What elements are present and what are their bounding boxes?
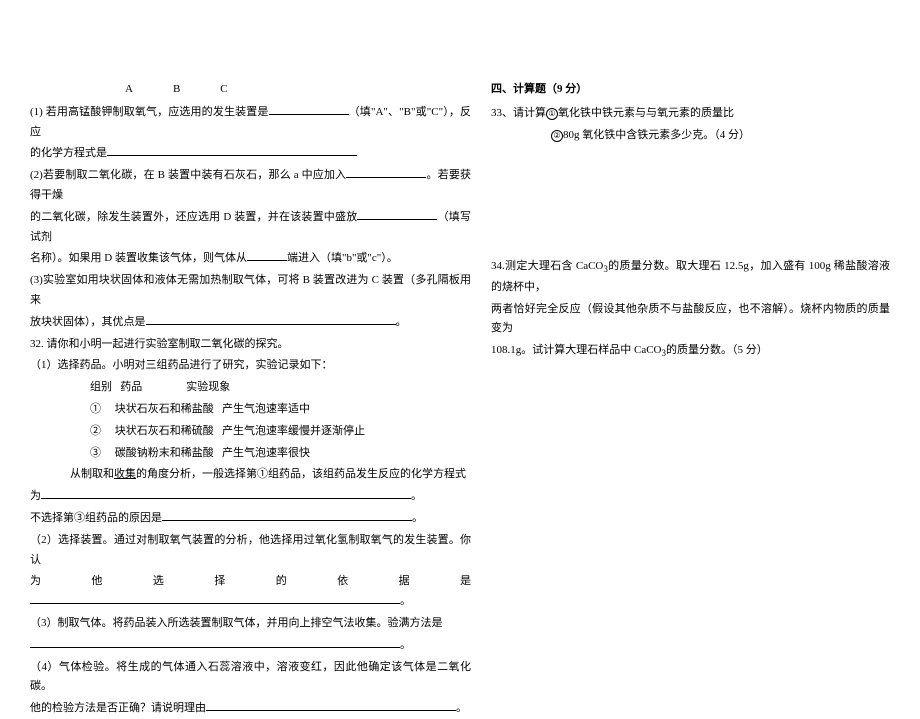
question-34-line3: 108.1g。试计算大理石样品中 CaCO3的质量分数。（5 分）: [491, 341, 890, 361]
q2-text: (2)若要制取二氧化碳，在 B 装置中装有石灰石，那么 a 中应加入: [30, 169, 346, 181]
question-3-cont: 放块状固体），其优点是 。: [30, 313, 471, 333]
q3-cont: 放块状固体），其优点是: [30, 316, 146, 328]
q2-cont2: 名称）。如果用 D 装置收集该气体，则气体从: [30, 252, 247, 264]
question-2-cont2: 名称）。如果用 D 装置收集该气体，则气体从 端进入（填"b"或"c"）。: [30, 249, 471, 269]
question-34-line2: 两者恰好完全反应（假设其他杂质不与盐酸反应，也不溶解）。烧杯内物质的质量变为: [491, 300, 890, 340]
q3-text: (3)实验室如用块状固体和液体无需加热制取气体，可将 B 装置改进为 C 装置（…: [30, 274, 471, 306]
q32-1b: 从制取和收集的角度分析，一般选择第①组药品，该组药品发生反应的化学方程式: [30, 465, 471, 485]
blank: [269, 103, 349, 115]
q2-cont: 的二氧化碳，除发生装置外，还应选用 D 装置，并在该装置中盛放: [30, 211, 357, 223]
blank: [206, 699, 456, 711]
period: 。: [456, 702, 467, 714]
q32-1b3-t: 为: [30, 490, 41, 502]
q32-1c: 不选择第③组药品的原因是 。: [30, 509, 471, 529]
q32-4: （4）气体检验。将生成的气体通入石蕊溶液中，溶液变红，因此他确定该气体是二氧化碳…: [30, 658, 471, 698]
r1c: 产生气泡速率适中: [222, 403, 310, 415]
q34-a: 34.测定大理石含 CaCO: [491, 260, 603, 272]
question-2: (2)若要制取二氧化碳，在 B 装置中装有石灰石，那么 a 中应加入。若要获得干…: [30, 166, 471, 206]
blank: [41, 487, 411, 499]
question-32: 32. 请你和小明一起进行实验室制取二氧化碳的探究。: [30, 335, 471, 355]
question-1-cont: 的化学方程式是: [30, 144, 471, 164]
table-row-3: ③ 碳酸钠粉末和稀盐酸 产生气泡速率很快: [30, 444, 471, 464]
q32-2: （2）选择装置。通过对制取氧气装置的分析，他选择用过氧化氢制取氧气的发生装置。你…: [30, 531, 471, 571]
q32-3: （3）制取气体。将药品装入所选装置制取气体，并用向上排空气法收集。验满方法是: [30, 614, 471, 634]
blank: [30, 592, 400, 604]
spacer: [491, 147, 890, 257]
q32-3-blank: 。: [30, 636, 471, 656]
period: 。: [400, 595, 411, 607]
question-33: 33、请计算①氧化铁中铁元素与与氧元素的质量比: [491, 104, 890, 124]
r3b: 碳酸钠粉末和稀盐酸: [115, 447, 214, 459]
period: 。: [396, 316, 407, 328]
question-3: (3)实验室如用块状固体和液体无需加热制取气体，可将 B 装置改进为 C 装置（…: [30, 271, 471, 311]
question-33-2: ②80g 氧化铁中含铁元素多少克。（4 分）: [491, 126, 890, 146]
th1: 组别: [90, 381, 112, 393]
q32-4b: 他的检验方法是否正确？请说明理由 。: [30, 699, 471, 719]
blank: [146, 313, 396, 325]
r2c: 产生气泡速率缓慢并逐渐停止: [222, 425, 365, 437]
blank: [247, 249, 287, 261]
r3a: ③: [90, 447, 101, 459]
question-32-1: （1）选择药品。小明对三组药品进行了研究，实验记录如下：: [30, 356, 471, 376]
th2: 药品: [120, 381, 142, 393]
r1b: 块状石灰石和稀盐酸: [115, 403, 214, 415]
q32-2b: 为他选择的依据是。: [30, 572, 471, 612]
r2b: 块状石灰石和稀硫酸: [115, 425, 214, 437]
q32-1b-b: 的角度分析，一般选择第①组药品，该组药品发生反应的化学方程式: [136, 468, 466, 480]
q34-d: 108.1g。试计算大理石样品中 CaCO: [491, 344, 662, 356]
q34-e: 的质量分数。（5 分）: [666, 344, 768, 356]
left-column: ABC (1) 若用高锰酸钾制取氧气，应选用的发生装置是（填"A"、"B"或"C…: [20, 80, 481, 539]
r2a: ②: [90, 425, 101, 437]
q33-a: 33、请计算: [491, 107, 546, 119]
q32-1b3: 为。: [30, 487, 471, 507]
right-column: 四、计算题（9 分） 33、请计算①氧化铁中铁元素与与氧元素的质量比 ②80g …: [481, 80, 900, 539]
question-1: (1) 若用高锰酸钾制取氧气，应选用的发生装置是（填"A"、"B"或"C"），反…: [30, 103, 471, 143]
q32-1c-t: 不选择第③组药品的原因是: [30, 512, 162, 524]
question-2-cont: 的二氧化碳，除发生装置外，还应选用 D 装置，并在该装置中盛放（填写试剂: [30, 208, 471, 248]
period: 。: [400, 639, 411, 651]
q1-text: (1) 若用高锰酸钾制取氧气，应选用的发生装置是: [30, 106, 269, 118]
q1-cont: 的化学方程式是: [30, 147, 107, 159]
q32-1b-u: 收集: [114, 468, 136, 480]
question-34-line1: 34.测定大理石含 CaCO3的质量分数。取大理石 12.5g，加入盛有 100…: [491, 257, 890, 297]
r3c: 产生气泡速率很快: [222, 447, 310, 459]
blank: [30, 636, 400, 648]
blank: [357, 208, 437, 220]
table-row-2: ② 块状石灰石和稀硫酸 产生气泡速率缓慢并逐渐停止: [30, 422, 471, 442]
blank: [162, 509, 412, 521]
table-row-1: ① 块状石灰石和稀盐酸 产生气泡速率适中: [30, 400, 471, 420]
period: 。: [411, 490, 422, 502]
circled-1-icon: ①: [546, 108, 558, 120]
q33-2: 80g 氧化铁中含铁元素多少克。（4 分）: [563, 129, 750, 141]
circled-2-icon: ②: [551, 130, 563, 142]
section-4-title: 四、计算题（9 分）: [491, 80, 890, 100]
q33-1: 氧化铁中铁元素与与氧元素的质量比: [558, 107, 734, 119]
blank: [346, 166, 426, 178]
option-labels: ABC: [30, 80, 471, 100]
blank: [107, 144, 357, 156]
q32-1b-a: 从制取和: [70, 468, 114, 480]
q32-2b-t: 为他选择的依据是: [30, 575, 471, 587]
q32-4b-t: 他的检验方法是否正确？请说明理由: [30, 702, 206, 714]
r1a: ①: [90, 403, 101, 415]
period: 。: [412, 512, 423, 524]
th3: 实验现象: [186, 381, 230, 393]
table-header: 组别 药品 实验现象: [30, 378, 471, 398]
q2-hint3: 端进入（填"b"或"c"）。: [287, 252, 398, 264]
